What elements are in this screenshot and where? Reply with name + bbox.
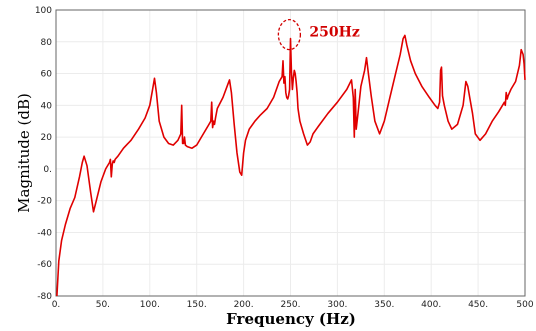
y-tick-label: 20: [41, 133, 53, 143]
y-tick-label: -80: [37, 292, 52, 302]
x-tick-label: 100.: [140, 300, 160, 310]
y-tick-label: -60: [37, 260, 52, 270]
y-tick-label: 60: [41, 70, 53, 80]
annotation-label: 250Hz: [309, 25, 359, 41]
y-tick-label: -20: [37, 197, 52, 207]
y-tick-label: 100: [35, 6, 52, 16]
y-tick-label: 80: [41, 38, 53, 48]
x-axis-label: Frequency (Hz): [226, 310, 356, 328]
y-tick-labels: 100 80 60 40 20 0. -20 -40 -60 -80: [35, 6, 52, 302]
y-axis-label: Magnitude (dB): [15, 93, 33, 213]
x-tick-label: 400.: [421, 300, 441, 310]
x-tick-label: 350.: [374, 300, 394, 310]
y-tick-label: 0.: [43, 165, 52, 175]
x-tick-labels: 0. 50. 100. 150. 200. 250. 300. 350. 400. 450. 500: [52, 300, 534, 310]
magnitude-series-line: [56, 34, 526, 297]
x-tick-label: 0.: [52, 300, 61, 310]
grid: [56, 10, 525, 296]
y-tick-label: 40: [41, 101, 53, 111]
x-tick-label: 500: [516, 300, 533, 310]
x-tick-label: 150.: [187, 300, 207, 310]
plot-frame: [55, 9, 526, 297]
x-tick-label: 250.: [280, 300, 300, 310]
x-tick-label: 450.: [468, 300, 488, 310]
x-tick-label: 200.: [234, 300, 254, 310]
x-tick-label: 300.: [327, 300, 347, 310]
annotation-circle: [277, 18, 302, 51]
x-tick-label: 50.: [96, 300, 110, 310]
y-tick-label: -40: [37, 228, 52, 238]
